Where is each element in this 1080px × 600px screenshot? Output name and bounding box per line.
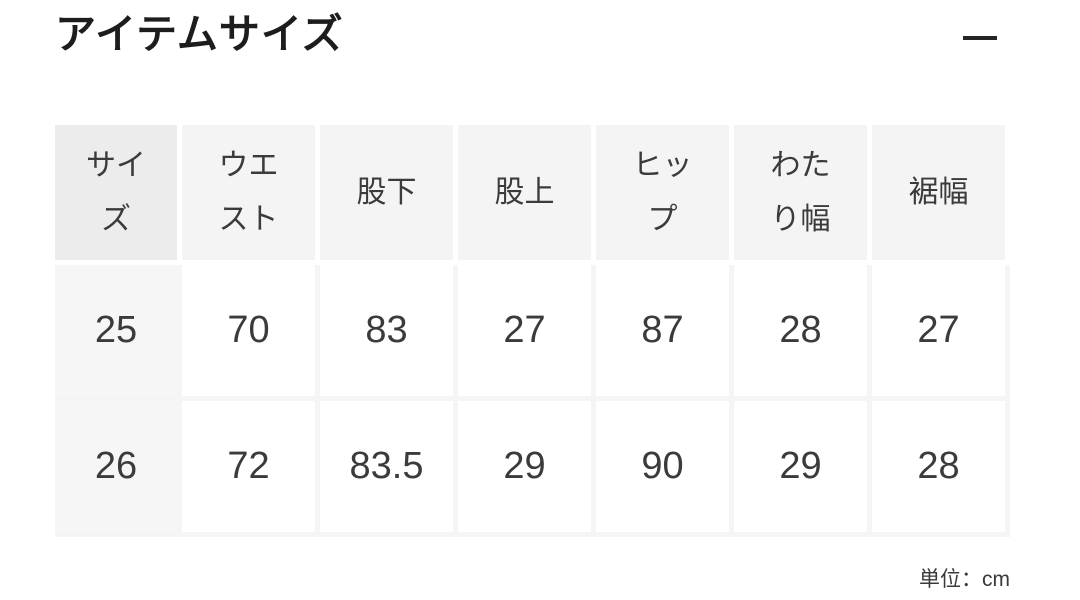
cell-hem-width: 27 [872,265,1010,401]
header-row: サイズ ウエスト 股下 股上 ヒップ わたり幅 裾幅 [55,125,1010,265]
cell-inseam: 83.5 [320,401,458,537]
column-header-rise: 股上 [458,125,596,265]
size-table-container: サイズ ウエスト 股下 股上 ヒップ わたり幅 裾幅 25 70 83 27 8… [55,125,1010,537]
collapse-section-button[interactable] [948,16,1012,60]
minus-icon [963,36,997,40]
cell-inseam: 83 [320,265,458,401]
cell-waist: 72 [182,401,320,537]
cell-thigh-width: 28 [734,265,872,401]
table-row-size-26: 26 72 83.5 29 90 29 28 [55,401,1010,537]
column-header-inseam: 股下 [320,125,458,265]
cell-thigh-width: 29 [734,401,872,537]
size-table: サイズ ウエスト 股下 股上 ヒップ わたり幅 裾幅 25 70 83 27 8… [55,125,1010,537]
column-header-waist-label: ウエスト [218,148,279,236]
column-header-size: サイズ [55,125,182,265]
section-title: アイテムサイズ [55,11,344,57]
cell-size: 26 [55,401,182,537]
column-header-inseam-label: 股下 [356,175,417,209]
column-header-thigh-width: わたり幅 [734,125,872,265]
cell-hip: 90 [596,401,734,537]
column-header-hip-label: ヒップ [632,148,693,236]
cell-size: 25 [55,265,182,401]
cell-hem-width: 28 [872,401,1010,537]
column-header-size-label: サイズ [86,148,146,236]
unit-note: 単位：cm [919,568,1010,591]
table-row-size-25: 25 70 83 27 87 28 27 [55,265,1010,401]
cell-rise: 29 [458,401,596,537]
column-header-thigh-width-label: わたり幅 [770,148,831,236]
column-header-hem-width-label: 裾幅 [908,175,969,209]
column-header-hip: ヒップ [596,125,734,265]
cell-waist: 70 [182,265,320,401]
column-header-hem-width: 裾幅 [872,125,1010,265]
column-header-waist: ウエスト [182,125,320,265]
cell-hip: 87 [596,265,734,401]
cell-rise: 27 [458,265,596,401]
column-header-rise-label: 股上 [494,175,555,209]
